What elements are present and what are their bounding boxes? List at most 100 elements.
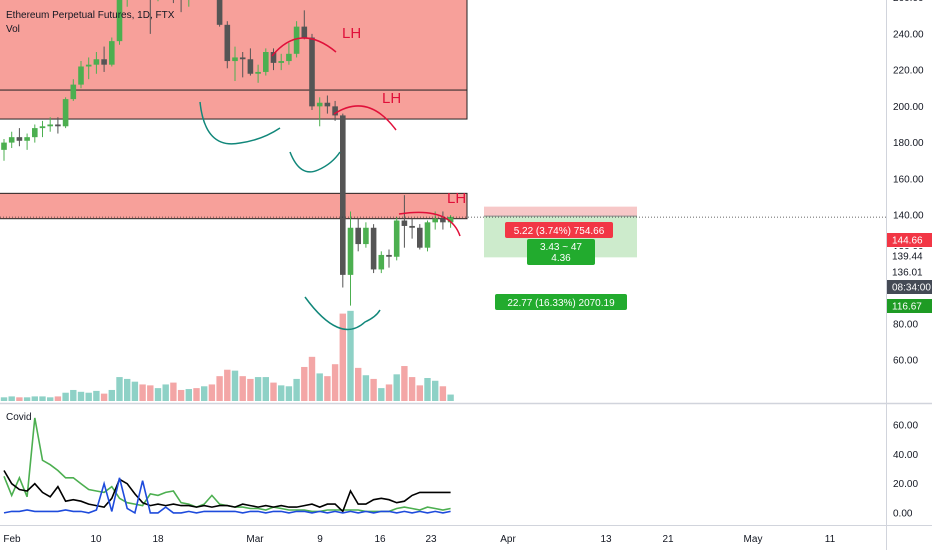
volume-bar <box>301 366 308 401</box>
candle-body <box>324 102 331 107</box>
candle-body <box>340 115 346 275</box>
price-tick-label: 80.00 <box>893 319 918 330</box>
volume-bar <box>0 397 8 401</box>
lower-high-arc-2 <box>333 105 397 131</box>
time-axis[interactable]: Feb 10 18 Mar 9 16 23 Apr 13 21 May 11 <box>3 534 835 545</box>
covid-blue-line <box>3 477 451 515</box>
candle-body <box>55 124 61 127</box>
candle-body <box>309 37 315 107</box>
entry-price-label: 136.01 <box>892 268 923 279</box>
candle-body <box>286 53 292 62</box>
candle-body <box>332 106 338 116</box>
base-curve-2 <box>289 151 341 173</box>
candle-body <box>293 26 300 54</box>
current-price-label: 139.44 <box>892 252 923 263</box>
candle-body <box>263 52 269 72</box>
candle-body <box>417 227 423 248</box>
candle-body <box>247 59 254 74</box>
candle-body <box>424 222 431 248</box>
volume-bar <box>347 310 354 401</box>
volume-bar <box>193 388 200 401</box>
price-tick-label: 260.00 <box>893 0 924 4</box>
candle-body <box>93 59 100 65</box>
loss-box <box>505 222 613 238</box>
time-tick-label: Feb <box>3 534 21 545</box>
volume-bar <box>100 393 108 401</box>
volume-bar <box>85 392 92 401</box>
candle-body <box>116 0 123 42</box>
indicator-pane[interactable] <box>0 406 886 524</box>
volume-bar <box>231 370 239 401</box>
profit-text: 22.77 (16.33%) 2070.19 <box>507 298 615 309</box>
time-tick-label: 23 <box>425 534 437 545</box>
upper-resistance-zone <box>0 0 468 95</box>
volume-bar <box>270 382 277 401</box>
volume-bar <box>385 384 393 401</box>
candle-body <box>109 41 115 65</box>
time-tick-label: Mar <box>246 534 264 545</box>
volume-bar <box>239 376 246 401</box>
volume-bar <box>378 388 385 401</box>
profit-box <box>495 294 627 310</box>
entry-price-label-bg <box>887 265 932 279</box>
candle-body <box>316 102 323 107</box>
symbol-title: Ethereum Perpetual Futures, 1D, FTX <box>6 10 175 21</box>
middle-resistance-zone <box>0 89 468 120</box>
candle-body <box>386 254 392 257</box>
candle-body <box>355 227 361 245</box>
volume-bar <box>62 392 69 401</box>
candle-body <box>1 142 7 150</box>
countdown-label: 08:34:00 <box>892 283 931 294</box>
covid-tick-label: 20.00 <box>893 479 918 490</box>
time-tick-label: May <box>744 534 763 545</box>
volume-bar <box>77 391 85 401</box>
volume-bar <box>401 366 408 401</box>
volume-bar <box>216 376 223 401</box>
candles <box>1 0 454 306</box>
time-tick-label: 10 <box>90 534 102 545</box>
volume-bar <box>185 389 192 401</box>
volume-bar <box>224 369 231 401</box>
volume-bar <box>39 396 46 401</box>
volume-bar <box>31 396 38 401</box>
lower-high-arc-1 <box>271 37 337 57</box>
covid-tick-label: 0.00 <box>893 508 913 519</box>
stop-loss-price-label: 144.66 <box>892 236 923 247</box>
covid-tick-label: 60.00 <box>893 421 918 432</box>
covid-lines <box>3 417 451 515</box>
volume-bar <box>108 389 115 401</box>
volume-bar <box>424 378 431 401</box>
volume-bar <box>362 375 370 401</box>
candle-body <box>32 128 38 138</box>
stop-loss-price-label-bg <box>887 233 932 247</box>
candle-body <box>224 24 231 62</box>
volume-bar <box>293 378 300 401</box>
price-tick-label: 60.00 <box>893 356 918 367</box>
candle-body <box>232 57 238 62</box>
volume-bar <box>177 389 185 401</box>
lower-high-arc-3 <box>398 211 461 237</box>
loss-text: 5.22 (3.74%) 754.66 <box>514 226 605 237</box>
candle-body <box>8 137 15 143</box>
covid-black-line <box>3 470 451 513</box>
candle-body <box>370 227 377 270</box>
volume-bar <box>254 377 262 401</box>
price-tick-label: 160.00 <box>893 174 924 185</box>
time-tick-label: 16 <box>374 534 386 545</box>
annotations: LH LH LH <box>199 25 466 331</box>
position-tool[interactable]: 5.22 (3.74%) 754.66 3.43 ~ 474.36 22.77 (1… <box>0 206 886 310</box>
covid-tick-label: 40.00 <box>893 450 918 461</box>
candle-body <box>278 61 284 63</box>
lower-high-label: LH <box>382 90 401 107</box>
time-tick-label: 13 <box>600 534 612 545</box>
resistance-zones <box>0 0 468 220</box>
candle-body <box>39 126 46 129</box>
candle-body <box>62 99 69 127</box>
current-price-label-bg <box>887 249 932 263</box>
time-tick-label: Apr <box>500 534 516 545</box>
price-tick-label: 180.00 <box>893 138 924 149</box>
lower-high-label: LH <box>447 190 466 207</box>
candle-body <box>409 225 415 228</box>
